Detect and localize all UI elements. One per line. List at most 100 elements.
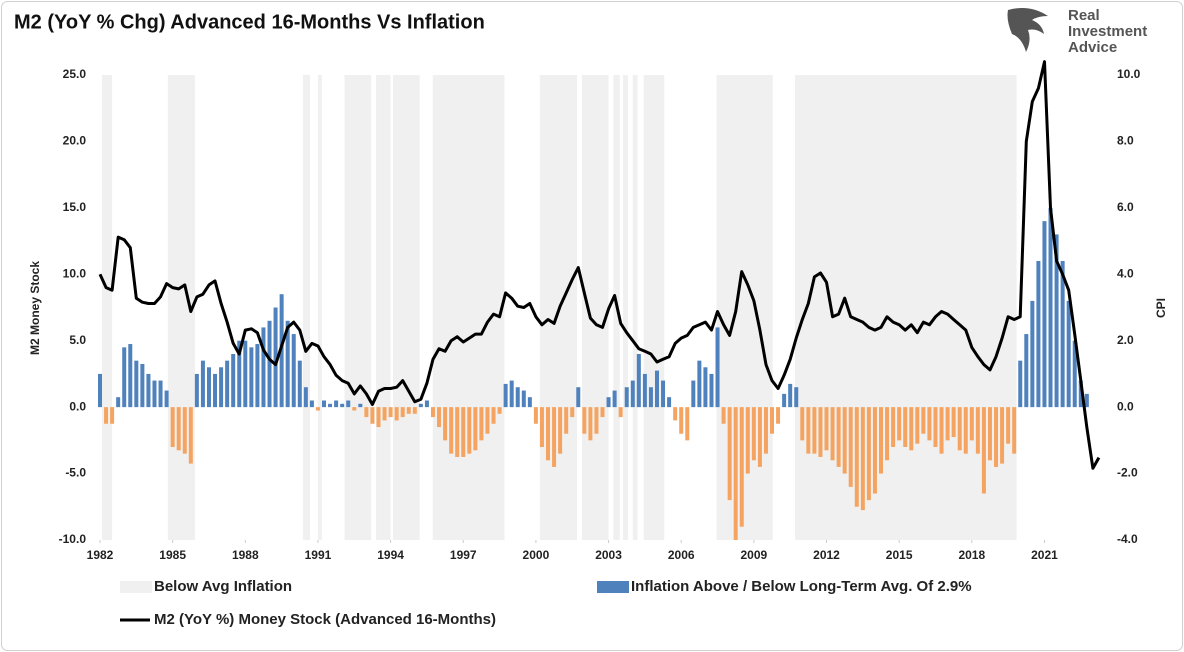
bar (685, 407, 690, 441)
shaded-period (376, 75, 391, 540)
bar (679, 407, 684, 434)
y2-tick-label: 0.0 (1117, 399, 1134, 413)
bar (697, 360, 702, 408)
bar (1084, 393, 1089, 408)
bar (98, 373, 102, 408)
bar (164, 390, 169, 408)
bar (709, 373, 714, 408)
plot-area (98, 60, 1107, 543)
x-tick-label: 1988 (232, 548, 259, 562)
bar (933, 407, 938, 447)
bar (346, 400, 351, 408)
bar (691, 380, 696, 408)
bar (170, 407, 175, 447)
x-tick-label: 2012 (813, 548, 840, 562)
logo: Real Investment Advice (1007, 7, 1147, 56)
bar (376, 407, 381, 428)
bar (1036, 261, 1041, 408)
bar (782, 393, 787, 408)
bar (527, 397, 532, 408)
bar (794, 387, 799, 408)
bar (237, 340, 242, 408)
bar (703, 367, 708, 408)
x-tick-label: 2000 (523, 548, 550, 562)
bar (110, 407, 115, 424)
shaded-period (581, 75, 609, 540)
bar (927, 407, 932, 441)
bar (1030, 300, 1035, 408)
bar (630, 380, 635, 408)
bar (455, 407, 460, 457)
bar (249, 347, 254, 408)
bar (303, 387, 308, 408)
bar (315, 407, 320, 411)
bar (261, 327, 266, 408)
bar (763, 407, 768, 454)
x-tick-label: 2003 (595, 548, 622, 562)
x-tick-label: 2021 (1031, 548, 1058, 562)
shaded-period (716, 75, 773, 540)
bar (860, 407, 865, 511)
bar (606, 397, 611, 408)
bar (322, 400, 327, 408)
bar (751, 407, 756, 461)
bar (1006, 407, 1011, 444)
y-tick-label: 20.0 (63, 134, 87, 148)
bar (612, 390, 617, 408)
bar (340, 403, 345, 408)
bar (533, 407, 538, 424)
bar (1012, 407, 1017, 454)
x-tick-label: 2006 (668, 548, 695, 562)
bar (1060, 261, 1065, 408)
bar (104, 407, 109, 424)
bar (328, 403, 333, 408)
bar (866, 407, 871, 501)
bar (364, 407, 369, 418)
bar (836, 407, 841, 467)
bar (903, 407, 908, 447)
bar (739, 407, 744, 527)
bar (800, 407, 805, 441)
shaded-period (344, 75, 372, 540)
bar (503, 383, 508, 408)
bar (430, 407, 435, 418)
bar (667, 397, 672, 408)
bar (885, 407, 890, 461)
bar (848, 407, 853, 487)
bar (334, 400, 339, 408)
shaded-period (302, 75, 310, 540)
bar (176, 407, 181, 451)
bar (812, 407, 817, 454)
bar (1024, 334, 1029, 408)
bar (128, 344, 133, 408)
bar (661, 380, 666, 408)
shaded-period (317, 75, 322, 540)
bar (1000, 407, 1005, 464)
bar (382, 407, 387, 421)
bar (200, 360, 205, 408)
y2-axis-label: CPI (1154, 298, 1168, 318)
bar (921, 407, 926, 434)
bar (116, 397, 121, 408)
bar (618, 407, 623, 418)
y-tick-label: 25.0 (63, 67, 87, 81)
shaded-period (432, 75, 505, 540)
bar (842, 407, 847, 474)
bar (485, 407, 490, 434)
bar (418, 403, 423, 408)
line (98, 60, 1101, 470)
logo-icon (1007, 8, 1048, 52)
bar (394, 407, 399, 421)
shaded-period (101, 75, 113, 540)
bar (878, 407, 883, 474)
bar (412, 407, 417, 414)
bar (231, 354, 236, 408)
bar (297, 360, 302, 408)
y2-tick-label: 10.0 (1117, 67, 1141, 81)
legend: Below Avg Inflation Inflation Above / Bel… (120, 578, 972, 628)
y2-tick-label: 2.0 (1117, 333, 1134, 347)
bar (854, 407, 859, 507)
bar (915, 407, 920, 444)
bar (648, 387, 653, 408)
bar (461, 407, 466, 457)
